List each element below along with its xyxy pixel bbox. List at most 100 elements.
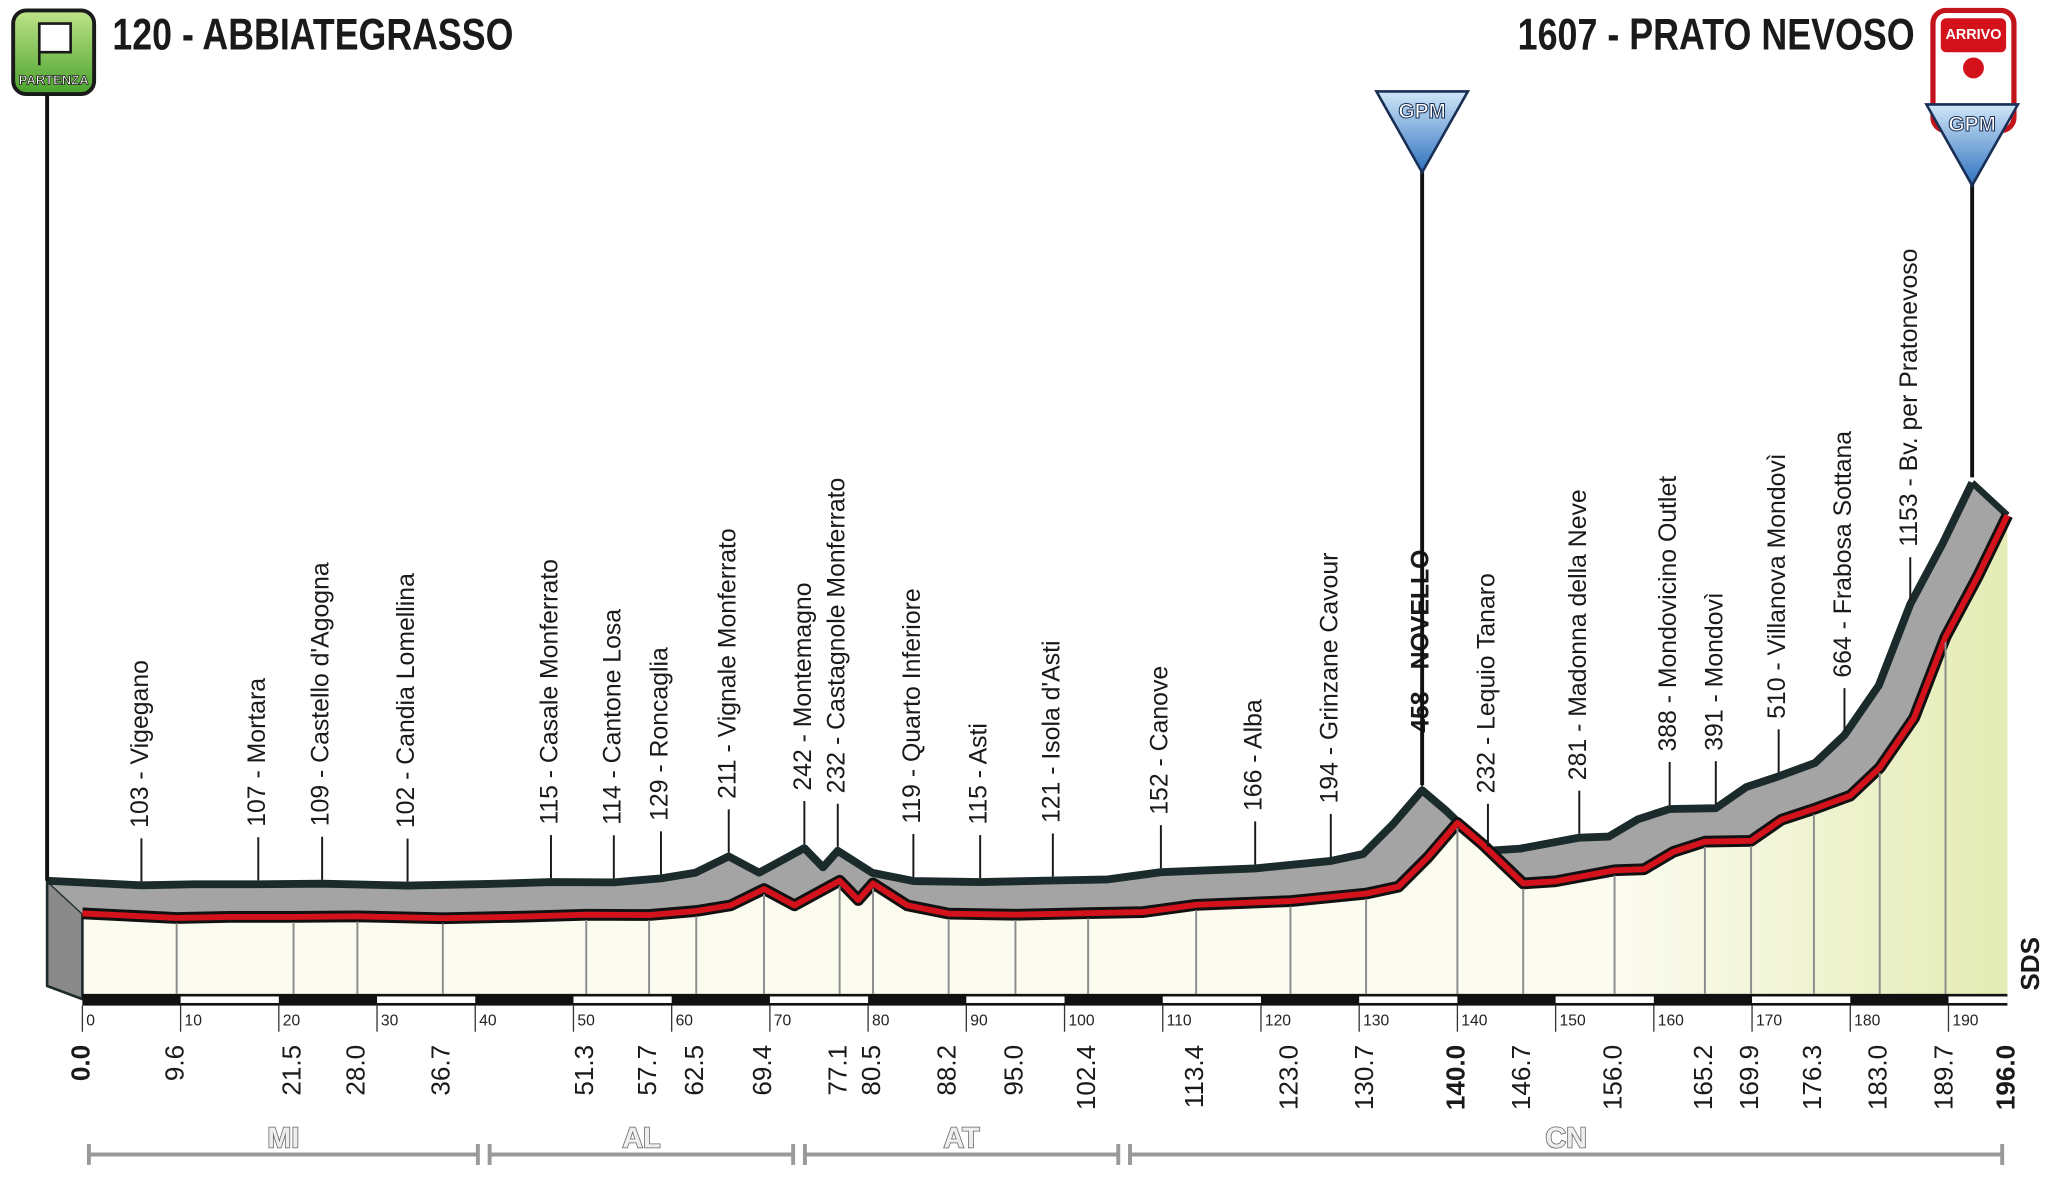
km-ruler-segment [966, 996, 1065, 1003]
gpm-marker [1374, 90, 1471, 176]
start-badge-label: PARTENZA [19, 72, 90, 87]
km-tick-label: 150 [1560, 1012, 1586, 1029]
km-tick-label: 70 [774, 1012, 792, 1029]
km-tick-label: 190 [1952, 1012, 1978, 1029]
km-tick-label: 30 [381, 1012, 399, 1029]
km-label: 95.0 [998, 1045, 1028, 1096]
km-label: 69.4 [747, 1045, 777, 1096]
province-label: AL [622, 1123, 660, 1155]
km-ruler-segment [1162, 996, 1261, 1003]
km-label: 123.0 [1273, 1045, 1303, 1110]
km-label: 140.0 [1440, 1045, 1470, 1110]
waypoint-label: 152 - Canove [1146, 666, 1173, 815]
km-label: 36.7 [426, 1045, 456, 1096]
km-label: 113.4 [1179, 1045, 1209, 1108]
waypoint-label: 121 - Isola d'Asti [1038, 640, 1065, 823]
km-label: 176.3 [1797, 1045, 1827, 1110]
waypoint-label: 115 - Asti [966, 723, 993, 825]
waypoint-label: 194 - Grinzane Cavour [1316, 553, 1343, 804]
waypoint-label: 1153 - Bv. per Pratonevoso [1896, 249, 1923, 547]
gpm-marker [1924, 103, 2021, 189]
km-label: 57.7 [632, 1045, 662, 1096]
km-tick-label: 120 [1265, 1012, 1291, 1029]
km-label: 9.6 [160, 1045, 190, 1081]
km-label: 28.0 [340, 1045, 370, 1096]
km-label: 62.5 [679, 1045, 709, 1096]
start-flag-icon [37, 22, 72, 66]
profile-fill [82, 515, 2008, 1000]
province-label: MI [267, 1123, 299, 1155]
finish-badge-top [1940, 18, 2007, 53]
km-ruler-segment [1359, 996, 1458, 1003]
km-tick-label: 140 [1461, 1012, 1487, 1029]
km-tick-label: 80 [872, 1012, 890, 1029]
km-label: 183.0 [1863, 1045, 1893, 1110]
km-tick-label: 110 [1167, 1012, 1192, 1029]
waypoint-label: 119 - Quarto Inferiore [899, 588, 926, 823]
km-ruler-segment [377, 996, 476, 1003]
waypoint-label: 109 - Castello d'Agogna [308, 562, 335, 826]
waypoint-label: 664 - Frabosa Sottana [1830, 431, 1857, 678]
km-ruler-segment [1948, 996, 2008, 1003]
km-label: 51.3 [569, 1045, 599, 1096]
km-label: 189.7 [1928, 1045, 1958, 1110]
waypoint-label: 242 - Montemagno [790, 582, 817, 790]
km-label: 169.9 [1734, 1045, 1764, 1110]
km-label: 130.7 [1349, 1045, 1379, 1110]
waypoint-label: 232 - Lequio Tanaro [1473, 573, 1500, 793]
waypoint-label: 388 - Mondovicino Outlet [1655, 476, 1682, 752]
profile-line [82, 514, 2011, 922]
waypoint-label: 115 - Casale Monferrato [537, 559, 564, 825]
waypoint-label: 281 - Madonna della Neve [1565, 489, 1592, 780]
km-tick-label: 160 [1658, 1012, 1684, 1029]
km-tick-label: 180 [1854, 1012, 1880, 1029]
km-tick-label: 50 [577, 1012, 595, 1029]
km-label: 77.1 [823, 1045, 853, 1096]
finish-title: 1607 - PRATO NEVOSO [1518, 11, 1915, 60]
waypoint-label: 129 - Roncaglia [647, 647, 674, 821]
km-tick-label: 10 [185, 1012, 203, 1029]
km-tick-label: 40 [479, 1012, 497, 1029]
waypoint-label: 510 - Villanova Mondovì [1764, 453, 1791, 719]
km-ruler-segment [1555, 996, 1654, 1003]
km-ruler-segment [769, 996, 869, 1003]
km-tick-label: 20 [283, 1012, 301, 1029]
km-label: 165.2 [1688, 1045, 1718, 1110]
watermark: SDS [2015, 937, 2045, 991]
km-tick-label: 90 [970, 1012, 988, 1029]
km-tick-label: 170 [1756, 1012, 1782, 1029]
km-label: 196.0 [1990, 1045, 2020, 1110]
province-label: AT [943, 1123, 980, 1155]
start-title: 120 - ABBIATEGRASSO [112, 11, 513, 60]
waypoint-label: 166 - Alba [1241, 699, 1268, 811]
km-label: 146.7 [1506, 1045, 1536, 1110]
km-label: 156.0 [1597, 1045, 1627, 1110]
gpm-label: GPM [1948, 113, 1996, 136]
km-ruler-segment [1752, 996, 1851, 1003]
profile-end-edge [1969, 480, 2010, 518]
km-label: 21.5 [276, 1045, 306, 1096]
km-label: 0.0 [65, 1045, 95, 1081]
waypoint-label: 391 - Mondovì [1701, 592, 1728, 751]
waypoint-label: 107 - Mortara [244, 678, 271, 827]
profile-top-outline [46, 480, 1976, 890]
km-label: 102.4 [1071, 1045, 1101, 1110]
waypoint-label: 211 - Vignale Monferrato [714, 528, 741, 799]
province-label: CN [1545, 1123, 1586, 1155]
waypoint-label: 102 - Candia Lomellina [393, 573, 420, 828]
waypoint-label: 103 - Vigegano [127, 660, 154, 828]
waypoint-label: 114 - Cantone Losa [599, 609, 626, 825]
km-tick-label: 60 [676, 1012, 694, 1029]
km-tick-label: 100 [1068, 1012, 1094, 1029]
km-label: 80.5 [856, 1045, 886, 1096]
gpm-label: GPM [1398, 100, 1446, 123]
km-tick-label: 0 [86, 1012, 95, 1029]
finish-icon [1963, 57, 1984, 79]
km-ruler-segment [180, 996, 279, 1003]
waypoint-label: 232 - Castagnole Monferrato [823, 478, 850, 794]
km-tick-label: 130 [1363, 1012, 1389, 1029]
km-label: 88.2 [932, 1045, 962, 1096]
km-ruler-segment [573, 996, 672, 1003]
